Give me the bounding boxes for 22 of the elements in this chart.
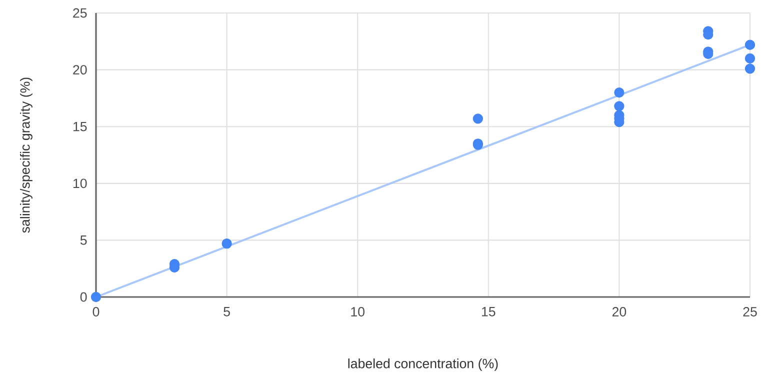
x-tick-label: 10	[351, 307, 364, 316]
y-tick-label: 5	[80, 236, 87, 245]
y-tick-label: 25	[73, 8, 87, 18]
x-tick-label: 5	[224, 307, 230, 316]
x-tick-label: 0	[92, 307, 100, 316]
point	[472, 114, 484, 124]
point	[222, 238, 232, 249]
y-tick-label: 0	[80, 292, 87, 302]
y-tick-label: 20	[73, 65, 87, 75]
x-tick-label: 25	[743, 307, 757, 316]
x-tick-label: 15	[482, 307, 496, 316]
x-tick-label: 20	[612, 307, 626, 316]
y-tick-label: 15	[73, 122, 87, 132]
y-axis-title: salinity/specific gravity (%)	[20, 78, 32, 233]
y-tick-label: 10	[73, 178, 87, 188]
point	[744, 40, 756, 50]
x-axis-title: labeled concentration (%)	[348, 358, 498, 371]
point	[744, 64, 756, 74]
point	[744, 53, 756, 64]
point	[90, 292, 102, 302]
point	[614, 87, 624, 98]
point	[614, 101, 624, 112]
